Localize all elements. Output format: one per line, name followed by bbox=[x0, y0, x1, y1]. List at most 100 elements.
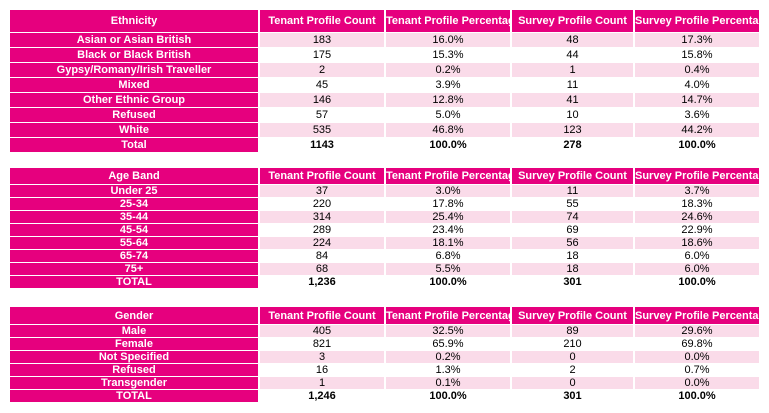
table-cell: 6.0% bbox=[634, 250, 760, 263]
table-cell: 18.3% bbox=[634, 198, 760, 211]
table-cell: 100.0% bbox=[634, 276, 760, 289]
table-cell: 46.8% bbox=[385, 123, 511, 138]
table-cell: 123 bbox=[511, 123, 634, 138]
table-cell: 224 bbox=[259, 237, 385, 250]
table-cell: 1.3% bbox=[385, 364, 511, 377]
table-row: 25-34 220 17.8% 55 18.3% bbox=[9, 198, 760, 211]
table-cell: 12.8% bbox=[385, 93, 511, 108]
table-row: Male 405 32.5% 89 29.6% bbox=[9, 325, 760, 338]
table-cell: 1,236 bbox=[259, 276, 385, 289]
table-row: Under 25 37 3.0% 11 3.7% bbox=[9, 185, 760, 198]
table-row: Other Ethnic Group 146 12.8% 41 14.7% bbox=[9, 93, 760, 108]
total-row: TOTAL 1,236 100.0% 301 100.0% bbox=[9, 276, 760, 289]
row-label: 55-64 bbox=[9, 237, 259, 250]
table-cell: 11 bbox=[511, 185, 634, 198]
row-label: Under 25 bbox=[9, 185, 259, 198]
table-row: 55-64 224 18.1% 56 18.6% bbox=[9, 237, 760, 250]
row-label: 65-74 bbox=[9, 250, 259, 263]
column-header: Tenant Profile Percentage bbox=[385, 9, 511, 33]
table-row: Not Specified 3 0.2% 0 0.0% bbox=[9, 351, 760, 364]
row-label: TOTAL bbox=[9, 276, 259, 289]
table-row: 45-54 289 23.4% 69 22.9% bbox=[9, 224, 760, 237]
table-row: 65-74 84 6.8% 18 6.0% bbox=[9, 250, 760, 263]
table-cell: 69.8% bbox=[634, 338, 760, 351]
ethnicity-table: Ethnicity Tenant Profile Count Tenant Pr… bbox=[9, 9, 760, 153]
table-row: White 535 46.8% 123 44.2% bbox=[9, 123, 760, 138]
table-cell: 15.8% bbox=[634, 48, 760, 63]
row-label: Not Specified bbox=[9, 351, 259, 364]
table-cell: 1143 bbox=[259, 138, 385, 153]
row-label: Refused bbox=[9, 364, 259, 377]
table-cell: 1 bbox=[511, 63, 634, 78]
table-cell: 146 bbox=[259, 93, 385, 108]
table-cell: 69 bbox=[511, 224, 634, 237]
table-row: Mixed 45 3.9% 11 4.0% bbox=[9, 78, 760, 93]
table-cell: 0.2% bbox=[385, 63, 511, 78]
table-cell: 18 bbox=[511, 263, 634, 276]
table-cell: 22.9% bbox=[634, 224, 760, 237]
table-cell: 210 bbox=[511, 338, 634, 351]
table-cell: 57 bbox=[259, 108, 385, 123]
table-cell: 32.5% bbox=[385, 325, 511, 338]
column-header: Gender bbox=[9, 306, 259, 325]
table-cell: 0.0% bbox=[634, 351, 760, 364]
table-row: Black or Black British 175 15.3% 44 15.8% bbox=[9, 48, 760, 63]
row-label: Total bbox=[9, 138, 259, 153]
total-row: Total 1143 100.0% 278 100.0% bbox=[9, 138, 760, 153]
table-cell: 100.0% bbox=[385, 138, 511, 153]
table-row: 75+ 68 5.5% 18 6.0% bbox=[9, 263, 760, 276]
table-cell: 0 bbox=[511, 351, 634, 364]
table-cell: 44 bbox=[511, 48, 634, 63]
table-cell: 289 bbox=[259, 224, 385, 237]
table-cell: 68 bbox=[259, 263, 385, 276]
table-cell: 183 bbox=[259, 33, 385, 48]
table-cell: 1,246 bbox=[259, 390, 385, 403]
table-cell: 5.0% bbox=[385, 108, 511, 123]
table-cell: 2 bbox=[259, 63, 385, 78]
table-cell: 5.5% bbox=[385, 263, 511, 276]
row-label: Black or Black British bbox=[9, 48, 259, 63]
table-cell: 535 bbox=[259, 123, 385, 138]
table-cell: 3 bbox=[259, 351, 385, 364]
table-cell: 37 bbox=[259, 185, 385, 198]
table-cell: 6.8% bbox=[385, 250, 511, 263]
column-header: Survey Profile Count bbox=[511, 9, 634, 33]
table-cell: 278 bbox=[511, 138, 634, 153]
table-cell: 24.6% bbox=[634, 211, 760, 224]
age-band-table: Age Band Tenant Profile Count Tenant Pro… bbox=[9, 167, 760, 289]
row-label: TOTAL bbox=[9, 390, 259, 403]
table-cell: 175 bbox=[259, 48, 385, 63]
row-label: 45-54 bbox=[9, 224, 259, 237]
table-cell: 0.4% bbox=[634, 63, 760, 78]
table-cell: 41 bbox=[511, 93, 634, 108]
table-cell: 1 bbox=[259, 377, 385, 390]
row-label: Male bbox=[9, 325, 259, 338]
table-cell: 44.2% bbox=[634, 123, 760, 138]
table-row: Refused 16 1.3% 2 0.7% bbox=[9, 364, 760, 377]
table-cell: 100.0% bbox=[634, 138, 760, 153]
column-header: Tenant Profile Count bbox=[259, 167, 385, 185]
table-cell: 0.1% bbox=[385, 377, 511, 390]
row-label: Mixed bbox=[9, 78, 259, 93]
table-row: Refused 57 5.0% 10 3.6% bbox=[9, 108, 760, 123]
table-cell: 74 bbox=[511, 211, 634, 224]
column-header: Survey Profile Percentage bbox=[634, 167, 760, 185]
row-label: 35-44 bbox=[9, 211, 259, 224]
row-label: White bbox=[9, 123, 259, 138]
table-cell: 2 bbox=[511, 364, 634, 377]
table-cell: 3.7% bbox=[634, 185, 760, 198]
table-cell: 17.8% bbox=[385, 198, 511, 211]
table-cell: 16.0% bbox=[385, 33, 511, 48]
table-row: Gypsy/Romany/Irish Traveller 2 0.2% 1 0.4% bbox=[9, 63, 760, 78]
column-header: Age Band bbox=[9, 167, 259, 185]
row-label: Other Ethnic Group bbox=[9, 93, 259, 108]
table-cell: 55 bbox=[511, 198, 634, 211]
column-header: Tenant Profile Count bbox=[259, 306, 385, 325]
table-cell: 25.4% bbox=[385, 211, 511, 224]
table-cell: 48 bbox=[511, 33, 634, 48]
column-header: Survey Profile Count bbox=[511, 167, 634, 185]
row-label: Gypsy/Romany/Irish Traveller bbox=[9, 63, 259, 78]
table-cell: 16 bbox=[259, 364, 385, 377]
row-label: Refused bbox=[9, 108, 259, 123]
table-cell: 15.3% bbox=[385, 48, 511, 63]
